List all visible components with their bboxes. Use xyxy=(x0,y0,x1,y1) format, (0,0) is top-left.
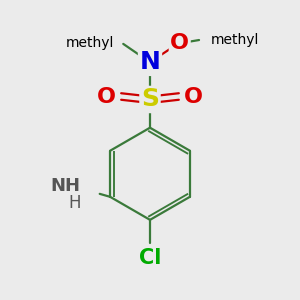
Text: S: S xyxy=(141,88,159,112)
Text: methyl: methyl xyxy=(66,36,114,50)
Text: O: O xyxy=(184,86,203,106)
Text: NH: NH xyxy=(50,177,80,195)
Text: methyl: methyl xyxy=(211,33,259,47)
Text: N: N xyxy=(140,50,160,74)
Text: Cl: Cl xyxy=(139,248,161,268)
Text: O: O xyxy=(97,86,116,106)
Text: O: O xyxy=(170,33,189,53)
Text: H: H xyxy=(68,194,80,212)
